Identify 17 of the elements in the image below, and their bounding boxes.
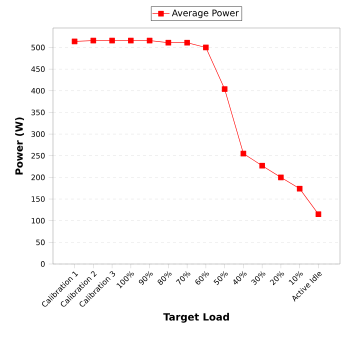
point (184, 40, 190, 46)
point (222, 86, 228, 92)
point (259, 162, 265, 169)
y-axis-title: Power (W) (15, 117, 24, 174)
point (296, 186, 302, 192)
point (278, 174, 284, 180)
point (109, 38, 115, 44)
point (203, 44, 209, 50)
legend-label: Average Power (172, 10, 239, 18)
point (240, 150, 246, 156)
point (128, 38, 134, 44)
x-axis-title: Target Load (163, 312, 229, 323)
point (166, 40, 172, 46)
point (72, 38, 78, 44)
point (146, 38, 152, 44)
point (316, 211, 322, 217)
point (90, 38, 96, 44)
